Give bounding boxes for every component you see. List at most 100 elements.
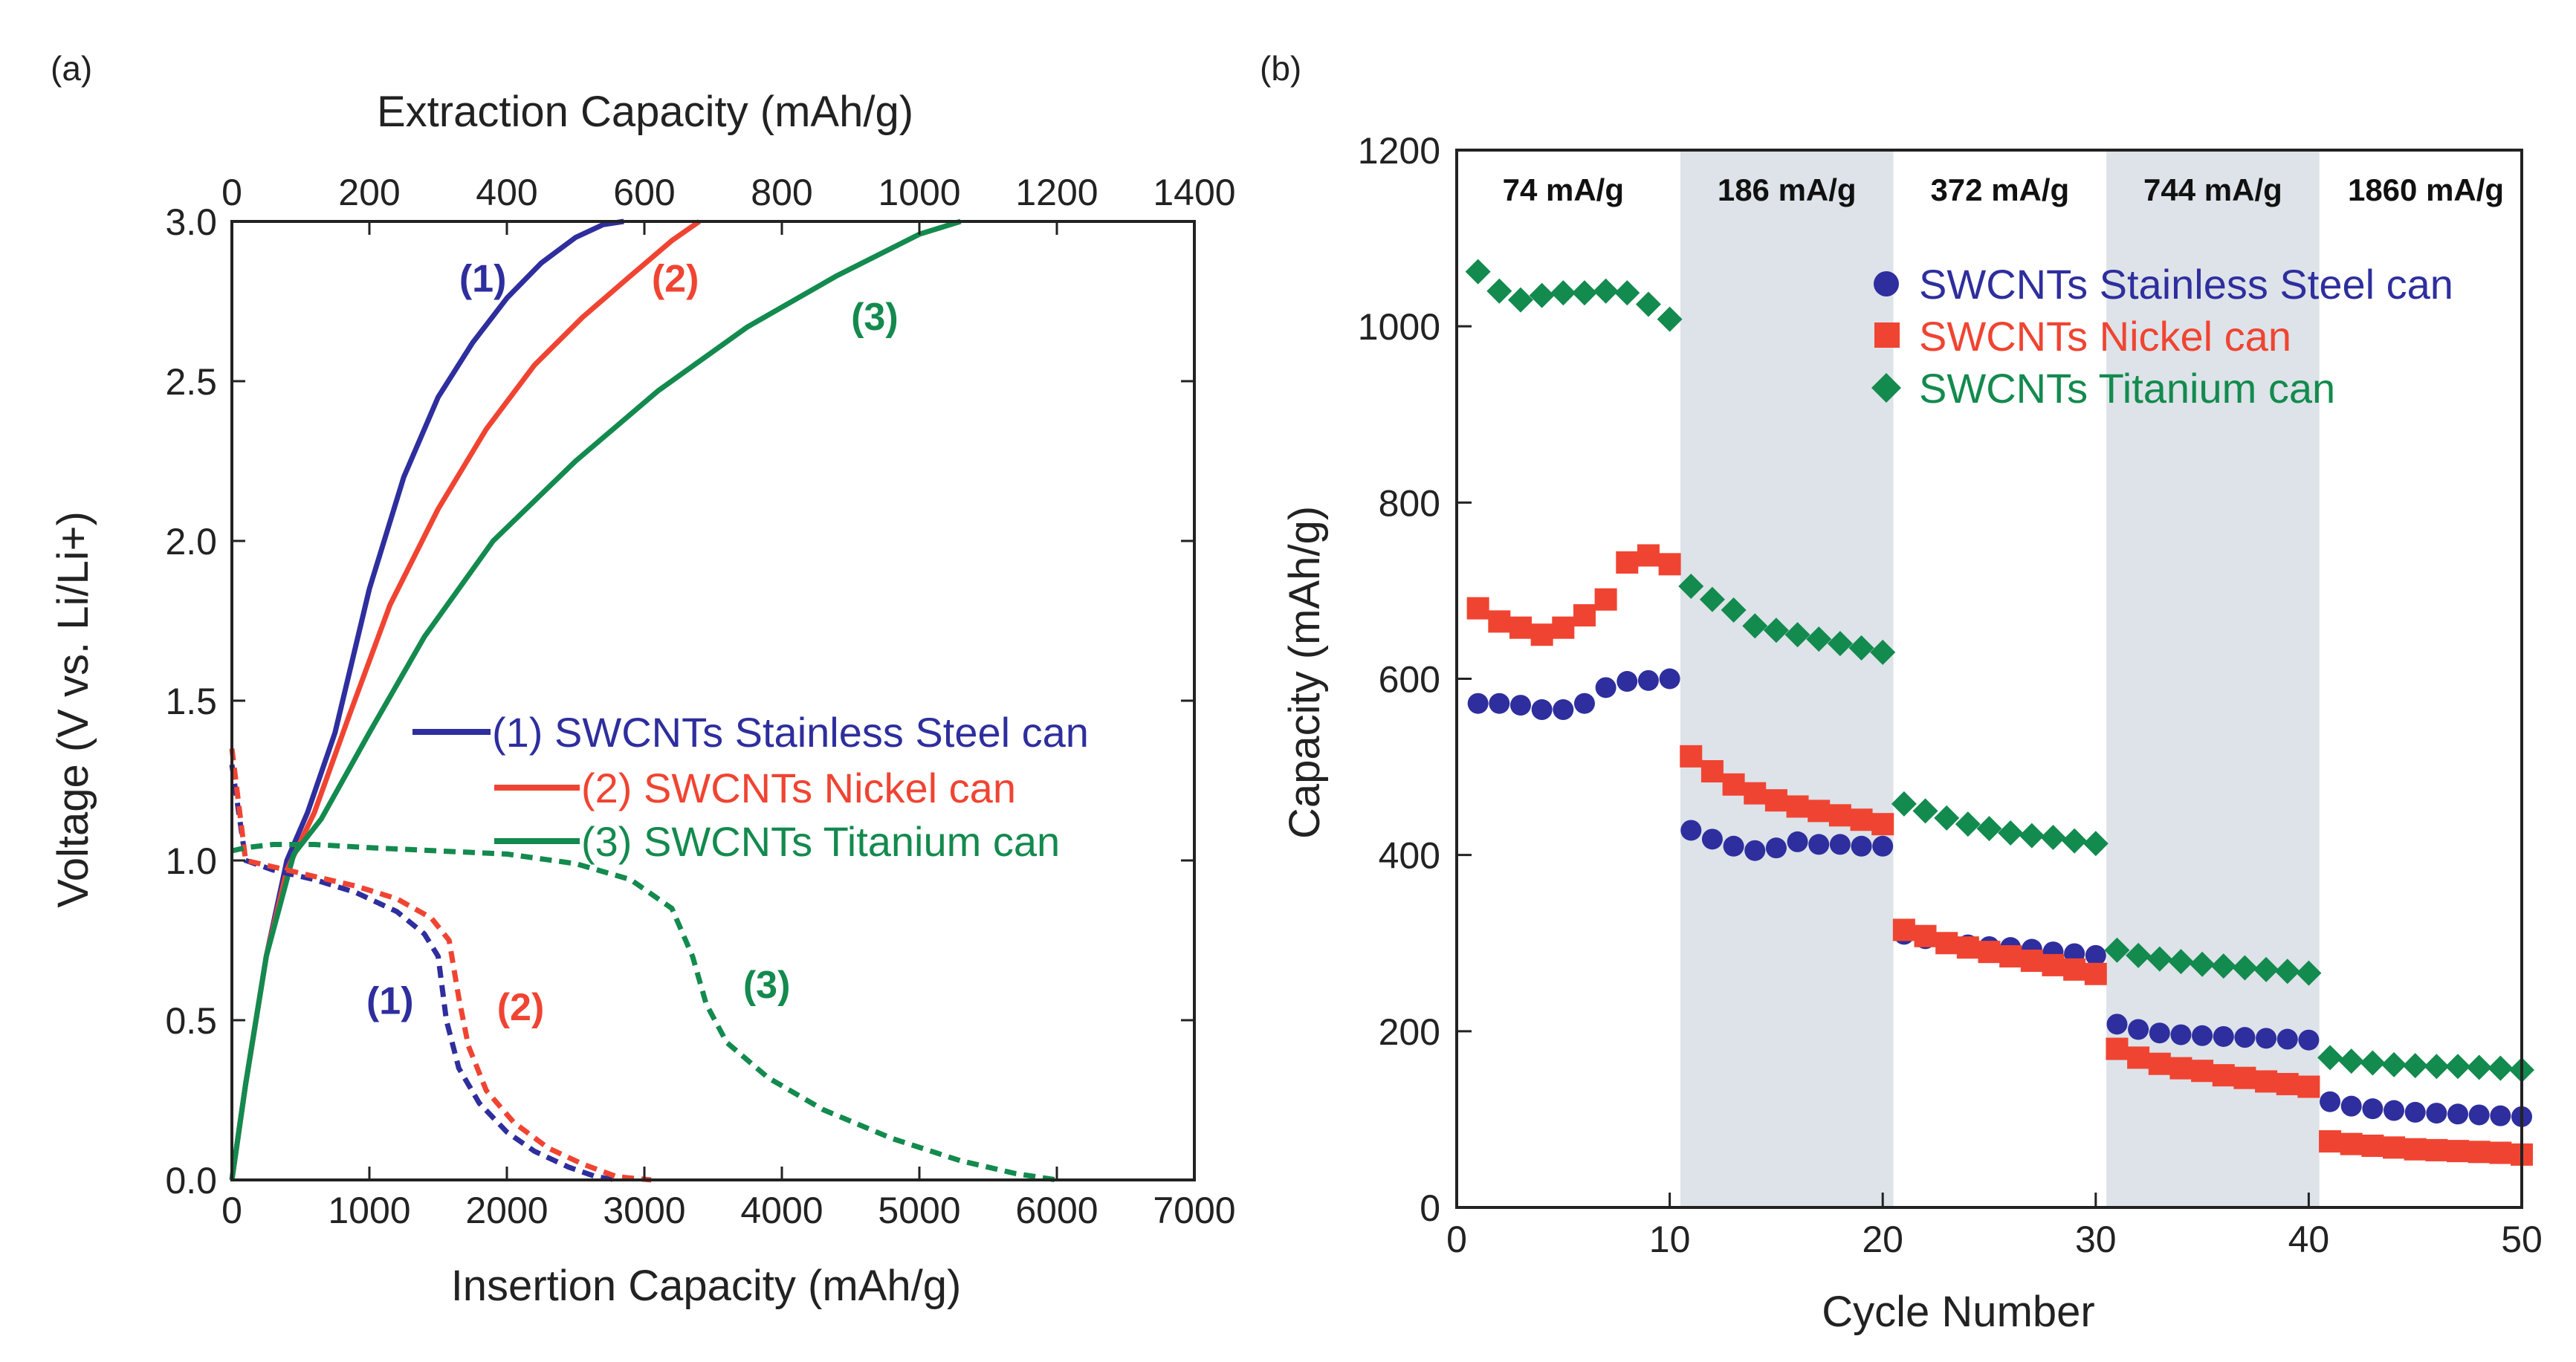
a-top-tick-label: 1400 [1153,172,1235,213]
point-titanium [1763,617,1789,643]
point-stainless [2106,1014,2128,1035]
point-stainless [2234,1027,2256,1048]
point-nickel [1488,610,1511,633]
shaded-band-1 [1680,150,1894,1207]
legend-label-stainless-b: SWCNTs Stainless Steel can [1919,261,2453,308]
point-titanium [1550,280,1576,306]
point-nickel [2425,1138,2448,1161]
legend-marker-titanium [1871,373,1901,403]
point-nickel [1573,604,1596,627]
point-nickel [1808,800,1831,823]
point-stainless [2426,1103,2447,1124]
a-y-tick-label: 2.5 [165,361,217,403]
point-nickel [1914,924,1937,947]
point-titanium [2210,953,2236,979]
panel-b-ticks: 0 10 20 30 40 50 0 200 400 600 800 1000 1200 [1358,130,2543,1260]
point-nickel [1999,945,2022,968]
point-titanium [2253,956,2279,982]
a-top-tick-label: 1000 [878,172,960,213]
point-stainless [2490,1105,2511,1126]
panel-a-ticks: 0 1000 2000 3000 4000 5000 6000 7000 0 200 400 600 8… [165,172,1235,1231]
b-y-tick-label: 1000 [1358,306,1440,348]
point-nickel [1594,588,1617,611]
point-titanium [1784,622,1810,648]
legend-marker-nickel [1874,322,1900,348]
b-x-tick-label: 50 [2501,1219,2543,1260]
panel-b-rate-capability: (b) Cycle Number Capacity (mAh/g) 74 mA/… [1260,49,2543,1336]
b-x-tick-label: 10 [1649,1219,1691,1260]
point-nickel [2212,1064,2235,1087]
point-nickel [1850,808,1873,831]
point-nickel [2106,1037,2129,1060]
panel-a-label: (a) [51,49,92,88]
b-y-tick-label: 200 [1379,1011,1440,1053]
a-top-tick-label: 400 [476,172,537,213]
panel-a-annotations: (1) (2) (3) (1) (2) (3) [366,258,899,1029]
point-nickel [2361,1134,2384,1157]
point-titanium [1571,280,1597,306]
point-nickel [2340,1132,2363,1155]
point-titanium [1827,631,1853,657]
point-stainless [2340,1095,2362,1117]
rate-label: 74 mA/g [1503,172,1624,207]
point-stainless [1829,834,1851,855]
panel-b-x-axis-title: Cycle Number [1822,1288,2094,1336]
point-stainless [1659,668,1680,690]
point-stainless [1531,699,1553,721]
point-nickel [1466,597,1489,620]
a-y-tick-label: 1.5 [165,681,217,722]
point-nickel [1871,813,1894,836]
point-stainless [1617,671,1638,693]
point-stainless [1744,840,1766,861]
point-titanium [1721,597,1747,623]
rate-label: 372 mA/g [1930,172,2069,207]
a-bottom-tick-label: 6000 [1015,1190,1098,1231]
point-titanium [1891,791,1917,817]
point-titanium [2104,937,2130,963]
point-stainless [1680,820,1702,841]
rate-label: 1860 mA/g [2348,172,2504,207]
voltage-curve-5 [229,748,652,1183]
point-stainless [2298,1029,2320,1051]
point-titanium [2190,951,2216,977]
voltage-curve-6 [231,842,1058,1183]
point-titanium [2062,828,2088,854]
point-stainless [1723,835,1744,857]
point-nickel [1700,760,1724,783]
point-titanium [1657,306,1683,332]
point-nickel [1786,795,1809,818]
point-nickel [1828,804,1851,827]
point-nickel [2084,962,2107,985]
point-nickel [1764,789,1787,812]
point-titanium [1870,639,1896,665]
a-bottom-tick-label: 2000 [465,1190,548,1231]
point-titanium [1976,816,2002,842]
point-titanium [1699,586,1725,612]
point-nickel [1616,551,1639,574]
point-nickel [2467,1141,2491,1164]
a-bottom-tick-label: 3000 [603,1190,685,1231]
point-nickel [1658,553,1681,576]
a-bottom-tick-label: 1000 [328,1190,410,1231]
panel-a-bottom-axis-title: Insertion Capacity (mAh/g) [451,1262,962,1310]
point-stainless [1637,669,1659,691]
b-y-tick-label: 0 [1420,1187,1440,1229]
point-nickel [2297,1075,2320,1098]
point-nickel [2447,1140,2470,1163]
panel-b-y-axis-title: Capacity (mAh/g) [1281,506,1329,839]
point-stainless [1467,693,1489,714]
a-top-tick-label: 800 [751,172,812,213]
a-y-tick-label: 2.0 [165,521,217,562]
point-titanium [2317,1045,2343,1071]
point-titanium [1507,287,1533,313]
point-nickel [2063,958,2086,981]
point-nickel [2319,1130,2342,1153]
b-x-tick-label: 0 [1446,1219,1467,1260]
voltage-curve-1 [229,218,624,1181]
curve-annotation: (2) [652,258,699,301]
panel-b-rate-labels: 74 mA/g 186 mA/g 372 mA/g 744 mA/g 1860 mA/g [1503,172,2504,207]
point-titanium [1848,635,1874,661]
point-nickel [2255,1070,2278,1093]
legend-label-nickel-b: SWCNTs Nickel can [1919,313,2291,360]
